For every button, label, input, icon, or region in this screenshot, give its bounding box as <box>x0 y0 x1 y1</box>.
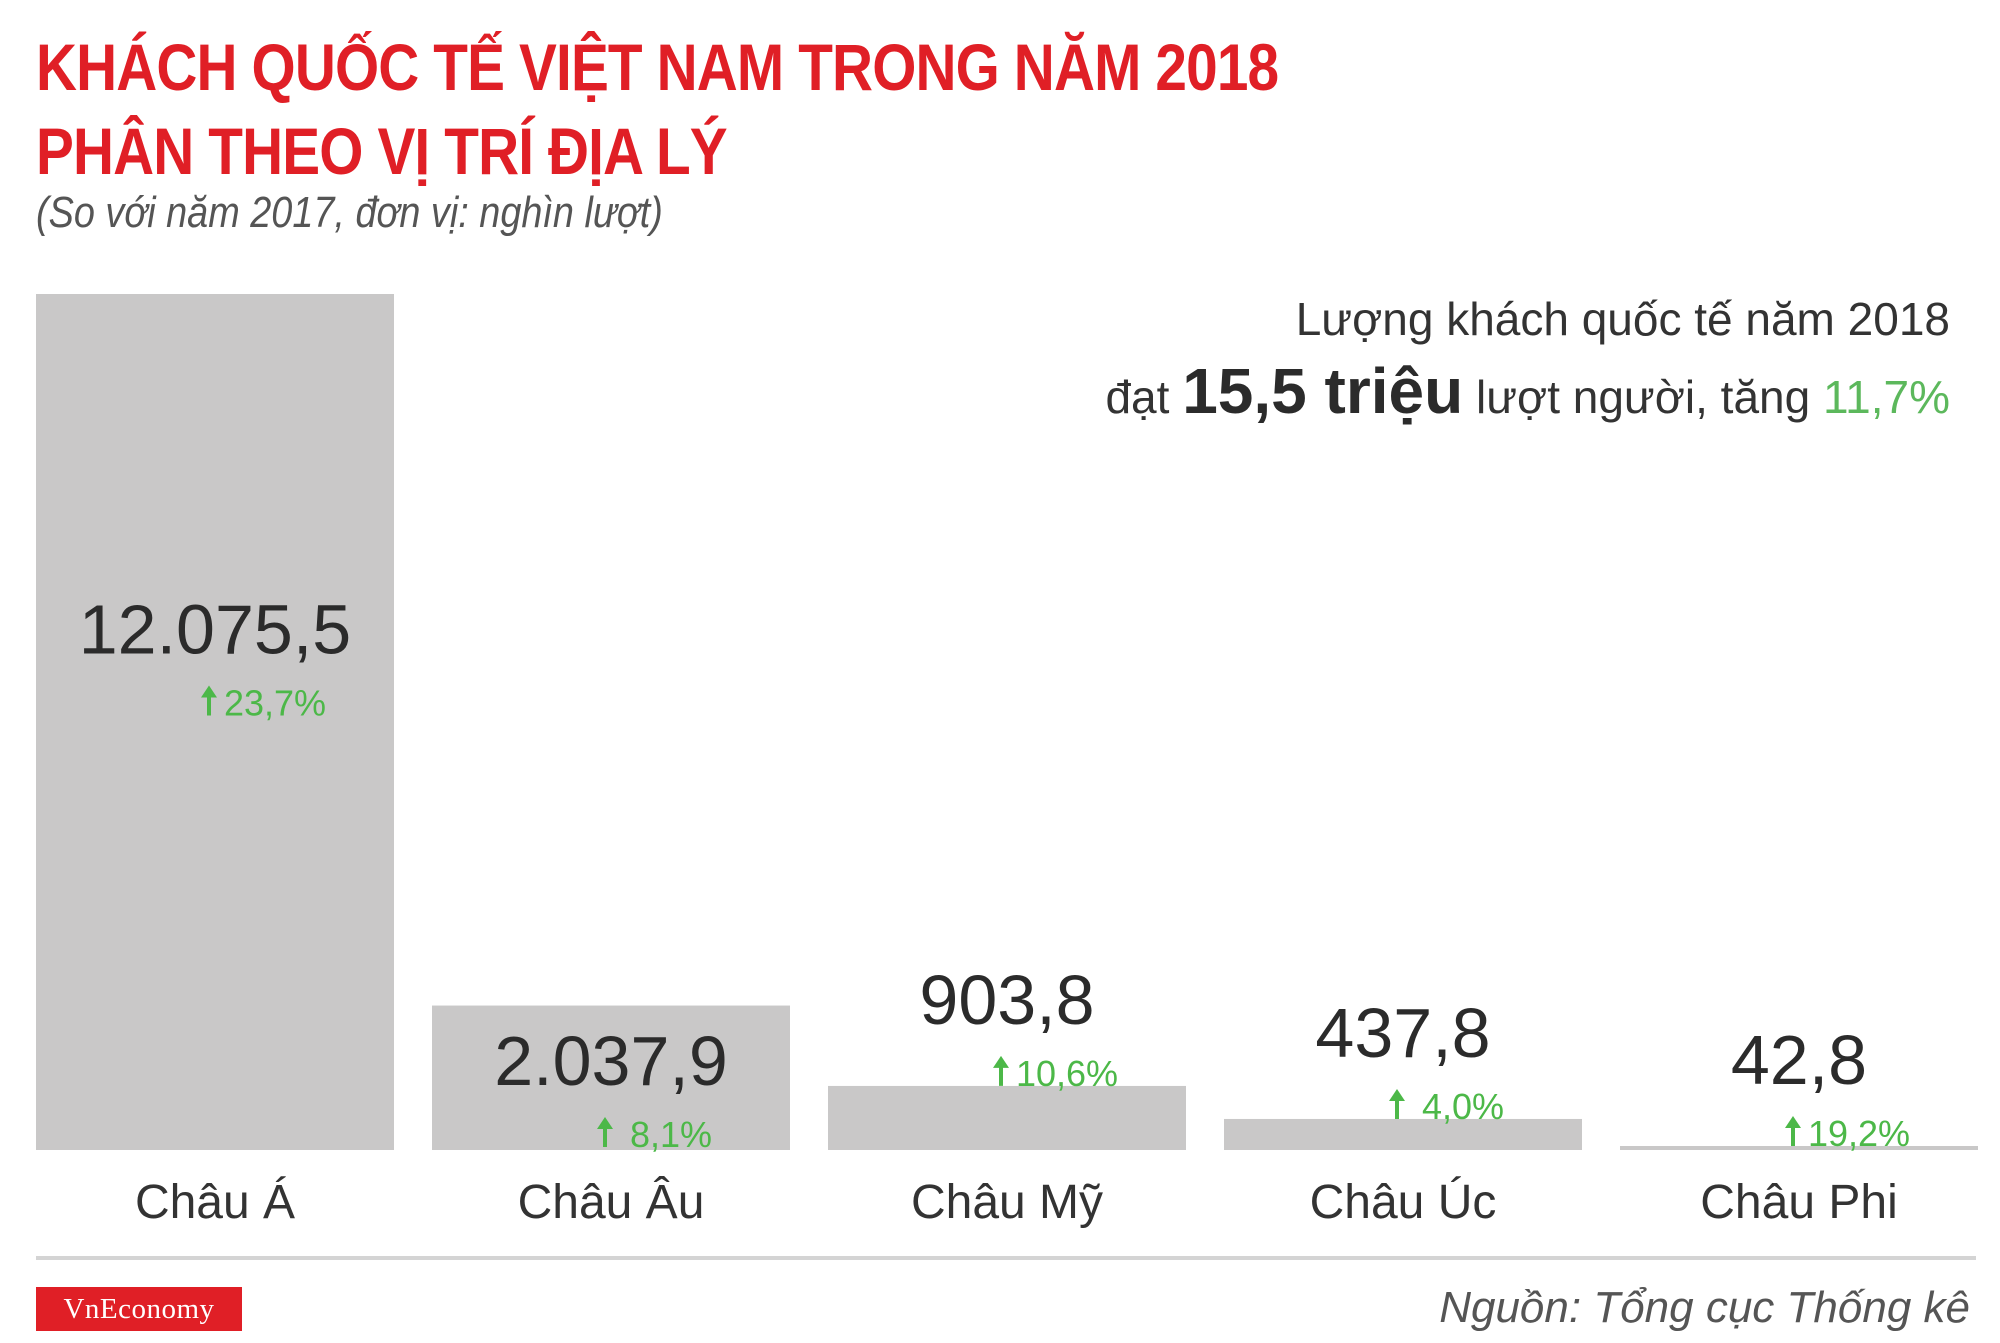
bar-chart: 12.075,5 23,7% Châu Á 2.037,9 8,1% Châu Âu 903… <box>36 294 1978 1229</box>
category-label: Châu Úc <box>1310 1175 1497 1229</box>
up-arrow-icon <box>597 1116 613 1147</box>
footer-divider <box>36 1256 1976 1260</box>
summary-middle: lượt người, tăng <box>1463 371 1823 423</box>
data-label: 12.075,5 <box>79 591 351 669</box>
up-arrow-icon <box>1389 1088 1405 1119</box>
bar <box>1620 1146 1978 1150</box>
up-arrow-icon <box>1785 1116 1801 1146</box>
change-label: 4,0% <box>1422 1086 1504 1127</box>
category-label: Châu Mỹ <box>911 1176 1103 1229</box>
source-note: Nguồn: Tổng cục Thống kê <box>1439 1283 1970 1332</box>
category-label: Châu Á <box>135 1176 295 1229</box>
data-label: 2.037,9 <box>494 1022 728 1100</box>
bar <box>828 1085 1186 1150</box>
summary-total: 15,5 triệu <box>1182 355 1464 427</box>
change-label: 19,2% <box>1808 1113 1910 1154</box>
summary-line2: đạt 15,5 triệu lượt người, tăng 11,7% <box>1105 354 1950 428</box>
summary-line1: Lượng khách quốc tế năm 2018 <box>1295 293 1950 345</box>
bar <box>36 294 394 1150</box>
category-label: Châu Phi <box>1700 1176 1897 1229</box>
chart-subtitle: (So với năm 2017, đơn vị: nghìn lượt) <box>36 188 663 237</box>
category-label: Châu Âu <box>518 1176 705 1229</box>
summary-prefix: đạt <box>1105 371 1183 423</box>
data-label: 903,8 <box>919 961 1094 1039</box>
chart-title-line1: KHÁCH QUỐC TẾ VIỆT NAM TRONG NĂM 2018 <box>36 30 1279 104</box>
change-label: 23,7% <box>224 683 326 724</box>
up-arrow-icon <box>993 1055 1009 1086</box>
change-label: 8,1% <box>630 1114 712 1155</box>
chart-title-line2: PHÂN THEO VỊ TRÍ ĐỊA LÝ <box>36 114 728 188</box>
bar <box>432 1005 790 1150</box>
data-label: 437,8 <box>1315 994 1490 1072</box>
bar <box>1224 1118 1582 1150</box>
change-label: 10,6% <box>1016 1053 1118 1094</box>
up-arrow-icon <box>201 685 217 716</box>
data-label: 42,8 <box>1731 1021 1867 1099</box>
summary-growth: 11,7% <box>1822 371 1950 423</box>
vneconomy-logo[interactable]: VnEconomy <box>36 1287 242 1331</box>
